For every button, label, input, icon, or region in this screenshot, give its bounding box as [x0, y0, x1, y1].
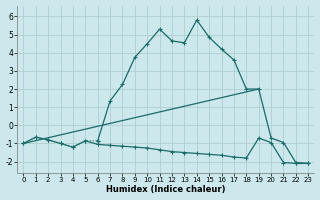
X-axis label: Humidex (Indice chaleur): Humidex (Indice chaleur) [106, 185, 226, 194]
